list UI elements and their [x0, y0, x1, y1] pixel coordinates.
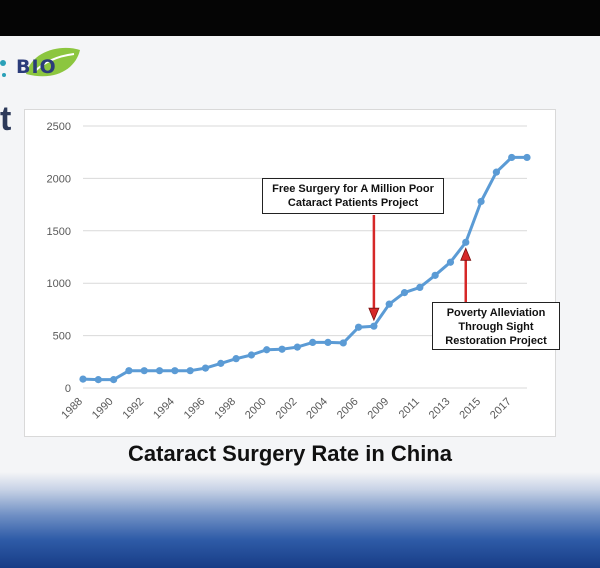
chart-panel: 0 500 1000 1500 2000 2500 1988 1990 1992 1994 1996… [24, 109, 556, 437]
data-point [186, 367, 194, 375]
data-point [400, 289, 409, 297]
data-point [508, 153, 516, 162]
data-point [110, 376, 118, 384]
data-point [263, 346, 271, 354]
annotation-line: Cataract Patients Project [287, 197, 419, 209]
data-point [309, 338, 317, 347]
data-point [354, 323, 363, 331]
data-point [446, 258, 455, 266]
data-point [125, 367, 133, 375]
data-point [155, 367, 164, 375]
data-point [370, 322, 378, 330]
data-point [293, 343, 301, 351]
data-point [416, 283, 424, 291]
data-point [217, 359, 225, 367]
data-point [339, 339, 347, 347]
y-tick-label: 0 [65, 383, 71, 395]
data-point [431, 271, 439, 279]
clipped-slide-heading: t [0, 100, 12, 138]
x-tick-label: 1988 [59, 396, 85, 422]
x-tick-label: 2002 [274, 396, 300, 422]
x-tick-label: 2009 [366, 396, 392, 422]
annotation-line: Through Sight [458, 321, 534, 333]
annotation-line: Restoration Project [445, 335, 547, 347]
x-tick-label: 2011 [397, 396, 422, 421]
data-point [462, 238, 470, 246]
y-tick-label: 2000 [47, 173, 71, 185]
data-point [523, 153, 531, 162]
x-tick-label: 1994 [151, 396, 177, 422]
annotation-line: Poverty Alleviation [446, 307, 546, 319]
data-point [247, 351, 256, 359]
annotation-line: Free Surgery for A Million Poor [272, 183, 434, 195]
x-tick-label: 1992 [121, 396, 147, 422]
data-point [171, 367, 179, 375]
data-point [79, 375, 87, 383]
x-tick-label: 2015 [457, 396, 483, 422]
annotation-poverty-alleviation: Poverty Alleviation Through Sight Restor… [432, 302, 560, 350]
line-chart: 0 500 1000 1500 2000 2500 1988 1990 1992 1994 1996… [47, 121, 531, 422]
y-tick-label: 1000 [47, 278, 71, 290]
annotation-free-surgery: Free Surgery for A Million Poor Cataract… [262, 178, 444, 214]
data-point [278, 345, 286, 353]
x-tick-label: 2000 [243, 396, 269, 422]
data-point [140, 367, 148, 375]
data-point [232, 355, 240, 363]
data-point [385, 300, 393, 308]
logo-text: BIO [16, 56, 57, 78]
data-point [201, 364, 210, 372]
x-tick-label: 2017 [488, 396, 514, 422]
logo-fragment-icon [0, 55, 10, 81]
slide-footer-band [0, 472, 600, 568]
data-point [94, 376, 102, 384]
annotation-arrow-head [368, 307, 380, 322]
data-point [324, 338, 332, 347]
top-black-bar [0, 0, 600, 36]
x-tick-label: 1998 [212, 396, 238, 422]
leaf-logo-icon [26, 47, 80, 77]
y-tick-label: 2500 [47, 121, 71, 133]
annotation-arrow-head [460, 247, 472, 261]
data-point [477, 197, 485, 206]
x-tick-label: 2006 [335, 396, 361, 422]
y-tick-label: 1500 [47, 226, 71, 238]
x-tick-label: 1996 [182, 396, 208, 422]
data-point [492, 168, 500, 176]
x-tick-label: 2004 [304, 396, 330, 422]
x-tick-label: 2013 [427, 396, 453, 422]
y-tick-label: 500 [53, 331, 71, 343]
x-tick-label: 1990 [90, 396, 116, 422]
chart-title: Cataract Surgery Rate in China [128, 441, 452, 466]
